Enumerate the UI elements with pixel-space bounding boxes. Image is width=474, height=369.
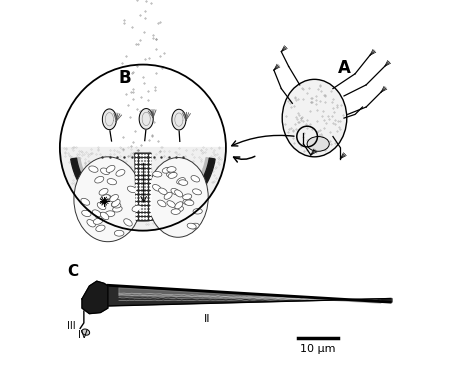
Ellipse shape bbox=[105, 211, 115, 217]
Ellipse shape bbox=[81, 198, 90, 205]
Text: II: II bbox=[204, 314, 211, 324]
Ellipse shape bbox=[106, 165, 115, 172]
Ellipse shape bbox=[167, 167, 176, 172]
Ellipse shape bbox=[100, 168, 109, 175]
Ellipse shape bbox=[171, 189, 180, 195]
Ellipse shape bbox=[174, 190, 183, 197]
Ellipse shape bbox=[87, 220, 95, 227]
Polygon shape bbox=[135, 153, 151, 221]
Polygon shape bbox=[102, 109, 117, 130]
Ellipse shape bbox=[179, 180, 188, 185]
Ellipse shape bbox=[183, 199, 192, 204]
Polygon shape bbox=[139, 108, 153, 129]
Ellipse shape bbox=[102, 195, 110, 202]
Ellipse shape bbox=[190, 223, 199, 229]
Ellipse shape bbox=[171, 209, 180, 214]
Ellipse shape bbox=[162, 168, 171, 173]
Ellipse shape bbox=[101, 195, 110, 201]
Text: C: C bbox=[67, 263, 78, 279]
Ellipse shape bbox=[128, 186, 137, 193]
Ellipse shape bbox=[164, 192, 172, 199]
Polygon shape bbox=[60, 148, 226, 231]
Text: 10 μm: 10 μm bbox=[301, 344, 336, 354]
Ellipse shape bbox=[89, 166, 98, 172]
Polygon shape bbox=[76, 158, 210, 215]
Ellipse shape bbox=[153, 172, 162, 177]
Ellipse shape bbox=[95, 176, 104, 183]
Ellipse shape bbox=[174, 206, 183, 212]
Ellipse shape bbox=[112, 199, 120, 207]
Ellipse shape bbox=[182, 194, 192, 200]
Polygon shape bbox=[108, 286, 392, 306]
Ellipse shape bbox=[177, 177, 185, 184]
Ellipse shape bbox=[307, 137, 329, 151]
Ellipse shape bbox=[157, 200, 166, 207]
Ellipse shape bbox=[116, 169, 125, 176]
Ellipse shape bbox=[166, 172, 176, 177]
Ellipse shape bbox=[92, 210, 101, 217]
Polygon shape bbox=[119, 288, 381, 303]
Ellipse shape bbox=[97, 203, 106, 210]
Polygon shape bbox=[172, 109, 186, 130]
Ellipse shape bbox=[82, 210, 91, 217]
Ellipse shape bbox=[132, 205, 141, 212]
Polygon shape bbox=[82, 281, 108, 314]
Ellipse shape bbox=[96, 225, 105, 231]
Circle shape bbox=[60, 65, 226, 231]
Ellipse shape bbox=[167, 201, 175, 207]
Ellipse shape bbox=[100, 212, 109, 220]
Ellipse shape bbox=[93, 218, 103, 224]
Ellipse shape bbox=[193, 208, 202, 214]
Ellipse shape bbox=[187, 223, 196, 229]
Text: A: A bbox=[337, 59, 350, 77]
Ellipse shape bbox=[282, 79, 347, 157]
Ellipse shape bbox=[168, 172, 177, 178]
Ellipse shape bbox=[175, 202, 183, 209]
Text: IV: IV bbox=[78, 330, 88, 339]
Ellipse shape bbox=[185, 200, 194, 206]
Ellipse shape bbox=[158, 188, 167, 194]
Ellipse shape bbox=[153, 184, 161, 191]
Ellipse shape bbox=[99, 189, 108, 195]
Ellipse shape bbox=[148, 158, 208, 237]
Ellipse shape bbox=[107, 179, 117, 185]
Ellipse shape bbox=[82, 329, 90, 335]
Polygon shape bbox=[71, 158, 215, 221]
Ellipse shape bbox=[192, 189, 201, 195]
Ellipse shape bbox=[124, 219, 132, 226]
Ellipse shape bbox=[113, 206, 122, 212]
Ellipse shape bbox=[191, 176, 200, 182]
Ellipse shape bbox=[95, 213, 105, 218]
Text: B: B bbox=[118, 69, 131, 87]
Ellipse shape bbox=[74, 157, 142, 242]
Ellipse shape bbox=[110, 194, 118, 202]
Text: III: III bbox=[67, 321, 76, 331]
Ellipse shape bbox=[114, 230, 124, 236]
Ellipse shape bbox=[111, 202, 121, 208]
